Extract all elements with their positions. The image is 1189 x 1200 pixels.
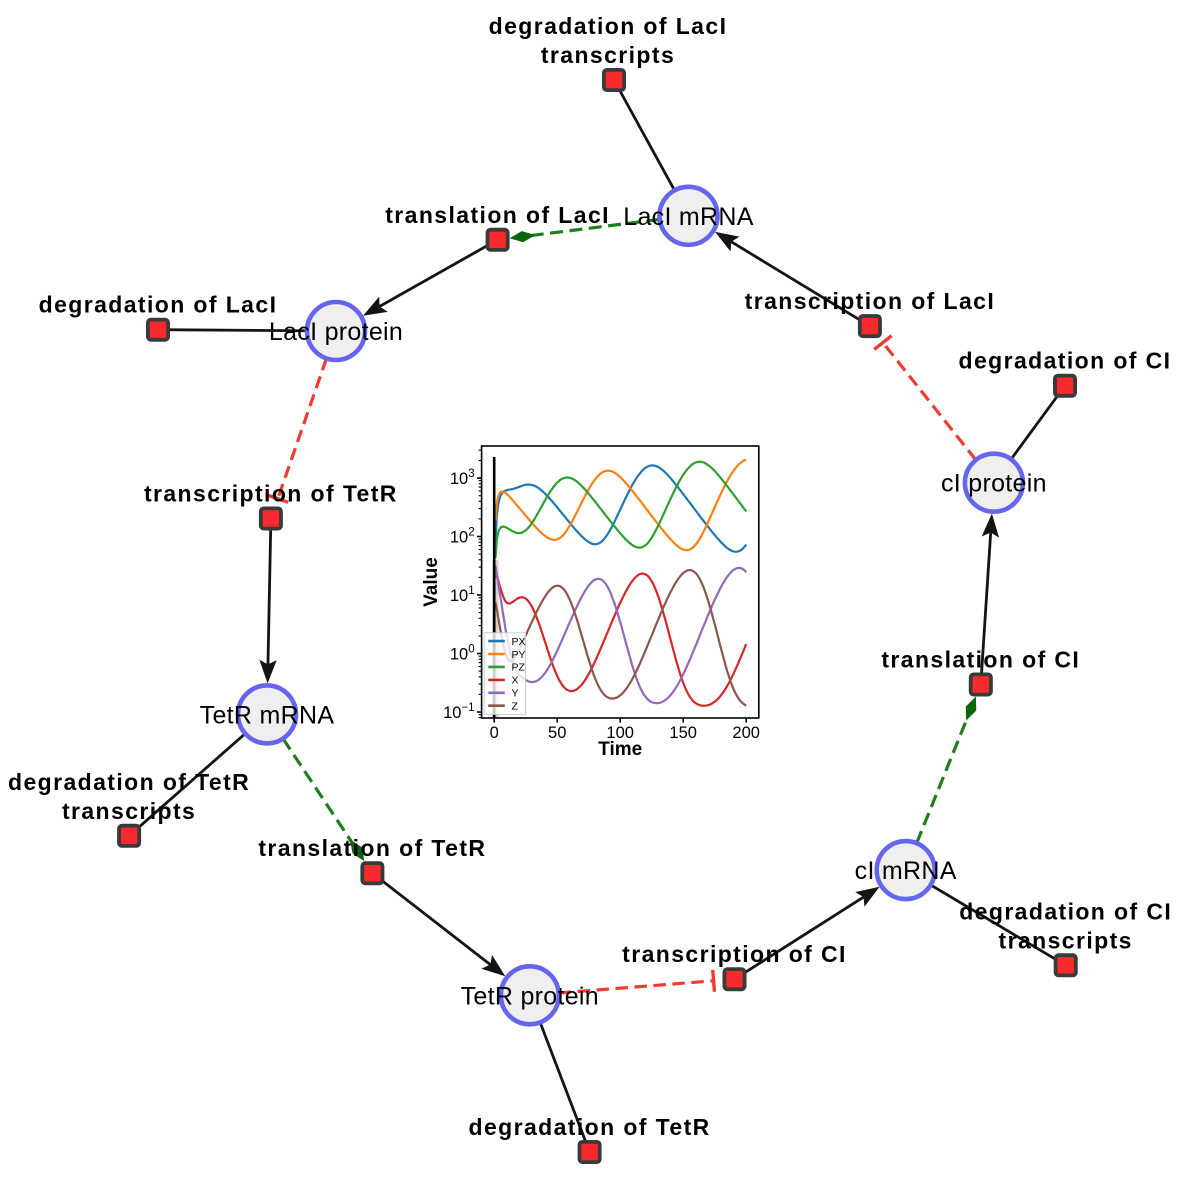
svg-text:Z: Z <box>512 701 519 713</box>
svg-text:degradation of TetR: degradation of TetR <box>469 1114 711 1140</box>
svg-text:Y: Y <box>512 688 519 700</box>
svg-text:TetR protein: TetR protein <box>461 982 599 1010</box>
svg-text:degradation of LacI: degradation of LacI <box>489 13 728 39</box>
svg-text:transcripts: transcripts <box>62 798 196 824</box>
svg-text:LacI mRNA: LacI mRNA <box>623 203 754 231</box>
svg-text:0: 0 <box>490 724 499 742</box>
svg-text:LacI protein: LacI protein <box>269 318 403 346</box>
svg-text:PY: PY <box>512 649 526 661</box>
svg-text:cI protein: cI protein <box>941 470 1047 498</box>
svg-text:TetR mRNA: TetR mRNA <box>200 701 335 729</box>
svg-text:cI mRNA: cI mRNA <box>855 857 957 885</box>
svg-text:150: 150 <box>669 724 697 742</box>
svg-text:PZ: PZ <box>512 662 526 674</box>
svg-text:degradation of TetR: degradation of TetR <box>8 769 250 795</box>
svg-text:translation of CI: translation of CI <box>881 647 1080 673</box>
svg-text:X: X <box>512 675 519 687</box>
svg-text:translation of LacI: translation of LacI <box>385 202 610 228</box>
svg-text:transcription of TetR: transcription of TetR <box>144 481 398 507</box>
svg-text:Value: Value <box>421 557 442 607</box>
svg-text:transcription of CI: transcription of CI <box>622 941 847 967</box>
svg-text:transcripts: transcripts <box>999 927 1133 953</box>
svg-text:Time: Time <box>598 739 642 760</box>
svg-text:degradation of LacI: degradation of LacI <box>39 292 278 318</box>
svg-text:transcription of LacI: transcription of LacI <box>745 288 995 314</box>
svg-text:200: 200 <box>732 724 760 742</box>
svg-text:50: 50 <box>548 724 566 742</box>
svg-text:degradation of CI: degradation of CI <box>959 898 1172 924</box>
svg-text:degradation of CI: degradation of CI <box>959 348 1172 374</box>
svg-text:100: 100 <box>606 724 634 742</box>
svg-text:PX: PX <box>512 636 526 648</box>
svg-text:transcripts: transcripts <box>541 42 675 68</box>
svg-text:translation of TetR: translation of TetR <box>258 835 486 861</box>
